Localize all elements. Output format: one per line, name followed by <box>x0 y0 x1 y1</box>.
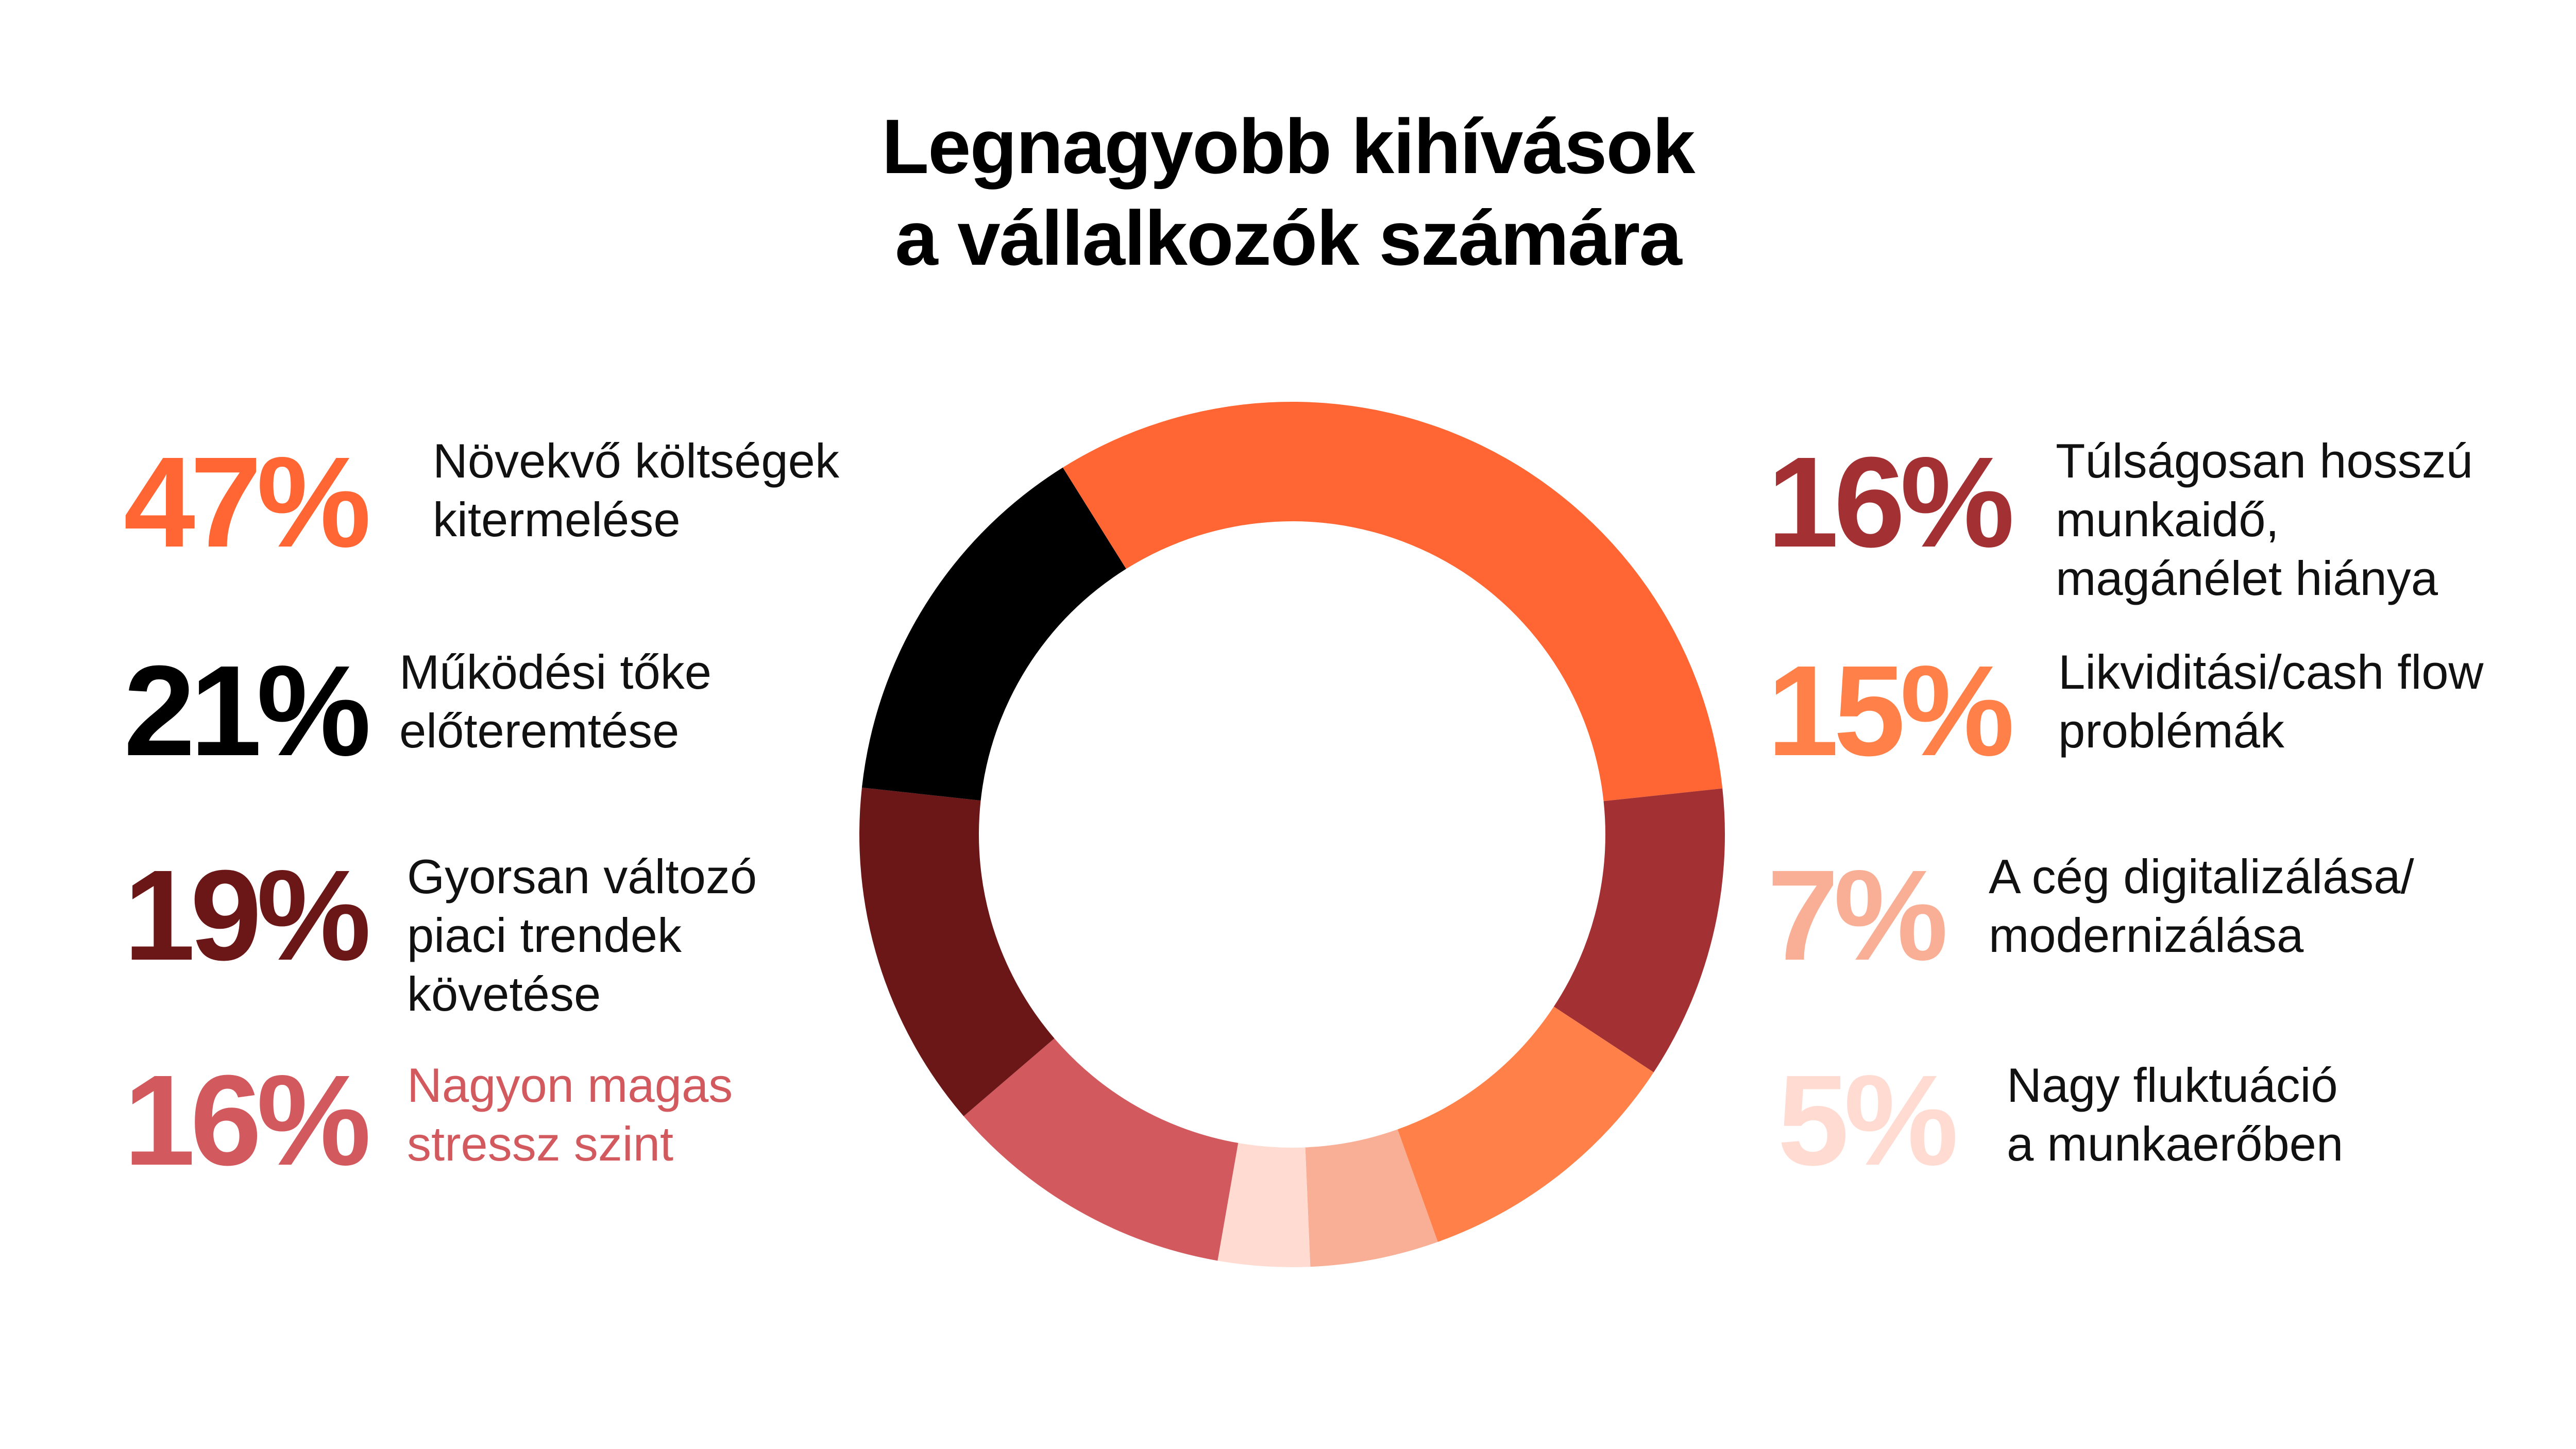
percent-label-long-hours: 16% <box>1767 430 2014 574</box>
donut-slice-stress <box>963 1038 1239 1261</box>
donut-slice-working-capital <box>861 467 1126 801</box>
chart-title: Legnagyobb kihívások a vállalkozók számá… <box>0 100 2576 284</box>
legend-text-liquidity: Likviditási/cash flow problémák <box>2058 645 2484 758</box>
legend-text-market-trends: Gyorsan változó piaci trendek követése <box>407 849 757 1021</box>
percent-label-digitalization: 7% <box>1767 843 1948 987</box>
legend-text-stress: Nagyon magas stressz szint <box>407 1058 733 1171</box>
donut-slice-market-trends <box>859 788 1055 1116</box>
percent-label-liquidity: 15% <box>1767 639 2014 782</box>
donut-slice-long-hours <box>1553 788 1725 1072</box>
percent-label-rising-costs: 47% <box>124 430 371 574</box>
percent-label-fluctuation: 5% <box>1777 1048 1958 1192</box>
percent-label-working-capital: 21% <box>124 639 371 782</box>
donut-slice-rising-costs <box>1062 402 1723 802</box>
percent-label-stress: 16% <box>124 1048 371 1192</box>
donut-slice-fluctuation <box>1217 1143 1311 1267</box>
donut-slice-liquidity <box>1397 1007 1654 1242</box>
chart-title-line-1: Legnagyobb kihívások <box>882 103 1695 190</box>
legend-text-working-capital: Működési tőke előteremtése <box>399 645 712 758</box>
donut-slice-digitalization <box>1305 1129 1438 1267</box>
legend-text-digitalization: A cég digitalizálása/ modernizálása <box>1989 849 2414 962</box>
percent-label-market-trends: 19% <box>124 843 371 987</box>
chart-title-line-2: a vállalkozók számára <box>895 195 1682 281</box>
legend-text-fluctuation: Nagy fluktuáció a munkaerőben <box>2007 1058 2344 1171</box>
legend-text-long-hours: Túlságosan hosszú munkaidő, magánélet hi… <box>2056 434 2473 605</box>
legend-text-rising-costs: Növekvő költségek kitermelése <box>433 434 839 547</box>
